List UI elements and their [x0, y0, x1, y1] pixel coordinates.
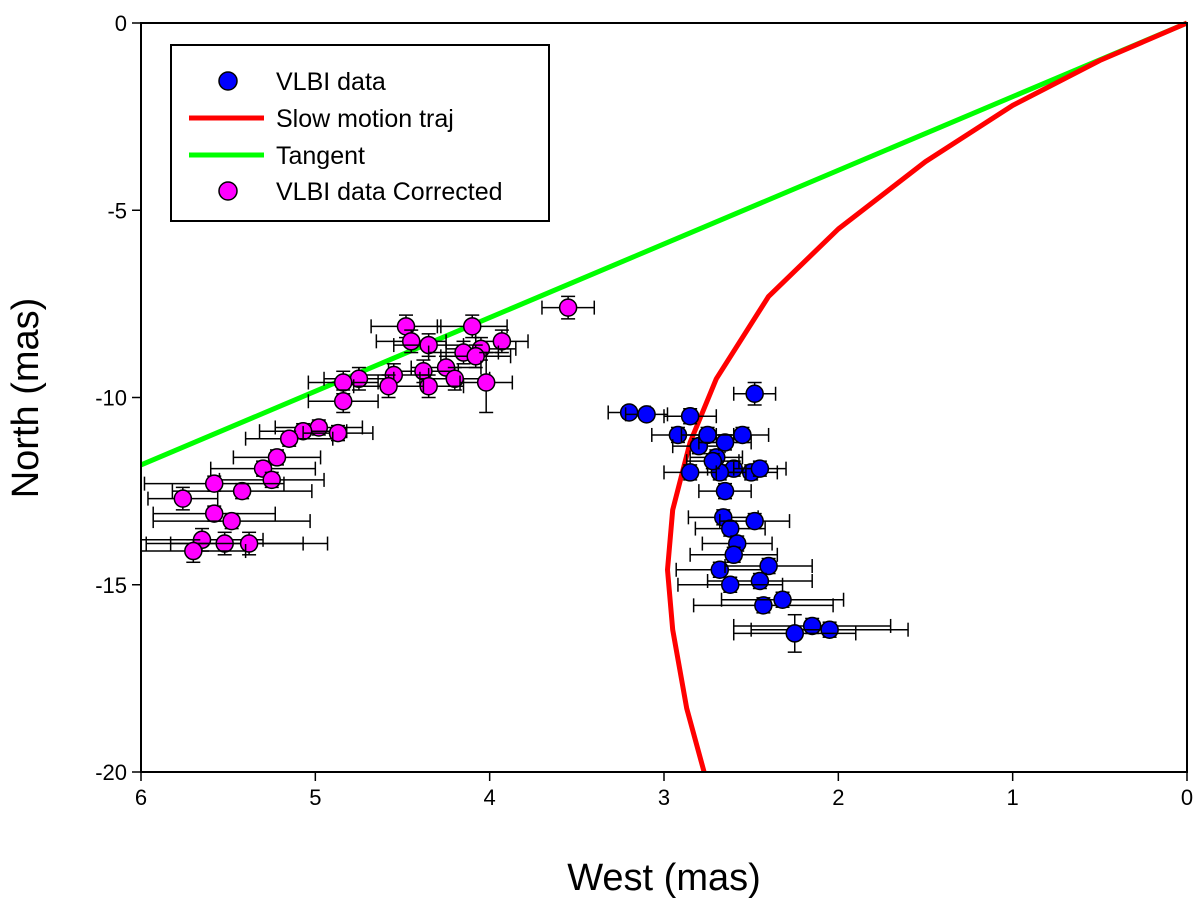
vlbi-data-marker-3	[680, 406, 700, 426]
vlbi-data-corrected-point-0	[541, 295, 596, 320]
series-layer	[140, 20, 1188, 773]
x-tick-label-4: 4	[484, 785, 496, 810]
vlbi-data-corrected-point-27	[143, 474, 285, 493]
x-tick-label-6: 6	[135, 785, 147, 810]
vlbi-data-corrected-marker-29	[204, 504, 224, 523]
vlbi-data-marker-27	[773, 590, 792, 609]
vlbi-data-point-30	[732, 613, 857, 653]
legend-marker-vlbi-data-corrected	[218, 181, 238, 201]
y-tick-label--10: -10	[95, 386, 127, 411]
x-axis-title: West (mas)	[567, 857, 761, 899]
x-tick-label-0: 0	[1181, 785, 1193, 810]
vlbi-data-corrected-point-28	[147, 486, 219, 511]
vlbi-data-marker-21	[724, 545, 743, 565]
vlbi-data-marker-28	[802, 616, 822, 636]
vlbi-data-marker-26	[754, 596, 773, 615]
vlbi-data-point-1	[624, 405, 669, 424]
vlbi-data-marker-15	[680, 463, 700, 482]
vlbi-data-marker-29	[820, 620, 839, 639]
vlbi-data-corrected-marker-17	[379, 377, 398, 396]
y-tick-label--20: -20	[95, 760, 127, 785]
vlbi-data-corrected-marker-23	[267, 448, 287, 467]
legend-label-tangent: Tangent	[276, 142, 365, 170]
vlbi-data-corrected-marker-2	[462, 317, 482, 336]
vlbi-data-point-19	[719, 511, 791, 531]
vlbi-data-corrected-marker-22	[279, 429, 299, 448]
vlbi-data-corrected-marker-13	[445, 369, 465, 389]
x-tick-label-5: 5	[309, 785, 321, 810]
vlbi-data-corrected-marker-21	[328, 423, 348, 443]
vlbi-data-marker-22	[710, 560, 730, 580]
legend-label-vlbi-data: VLBI data	[276, 68, 386, 96]
y-tick-label--5: -5	[107, 198, 127, 223]
vlbi-data-corrected-marker-15	[476, 373, 496, 392]
vlbi-data-corrected-marker-4	[401, 332, 421, 351]
vlbi-data-corrected-point-23	[232, 448, 322, 467]
vlbi-data-corrected-point-21	[302, 423, 374, 443]
vlbi-data-marker-23	[759, 556, 778, 576]
vlbi-data-corrected-marker-27	[204, 474, 224, 493]
vlbi-data-corrected-marker-28	[173, 489, 193, 508]
vlbi-data-corrected-point-14	[307, 370, 379, 395]
vlbi-data-corrected-point-22	[244, 429, 334, 448]
vlbi-data-corrected-point-34	[140, 539, 247, 564]
x-tick-label-3: 3	[658, 785, 670, 810]
legend: VLBI data Slow motion traj Tangent VLBI …	[170, 44, 550, 222]
vlbi-data-corrected-marker-25	[262, 470, 281, 490]
vlbi-data-point-16	[698, 481, 752, 501]
vlbi-data-point-3	[663, 406, 718, 426]
legend-label-vlbi-data-corrected: VLBI data Corrected	[276, 178, 503, 206]
vlbi-data-point-25	[677, 575, 784, 594]
vlbi-data-point-12	[732, 381, 777, 406]
y-tick-label--15: -15	[95, 573, 127, 598]
vlbi-data-point-26	[692, 596, 834, 615]
vlbi-data-point-9	[715, 425, 770, 445]
x-tick-label-1: 1	[1007, 785, 1019, 810]
vlbi-data-marker-19	[745, 511, 764, 531]
vlbi-data-corrected-point-15	[459, 351, 514, 414]
y-axis-title: North (mas)	[5, 298, 47, 499]
vlbi-data-point-11	[732, 459, 787, 478]
vlbi-data-corrected-marker-18	[333, 391, 353, 411]
vlbi-data-marker-1	[637, 405, 656, 424]
vlbi-data-corrected-marker-14	[333, 373, 353, 392]
vlbi-data-marker-30	[785, 624, 804, 643]
vlbi-data-marker-7	[715, 433, 735, 452]
vlbi-data-marker-14	[703, 451, 723, 471]
series-line-tangent	[140, 20, 1188, 468]
vlbi-data-marker-25	[720, 575, 740, 594]
vlbi-data-marker-16	[715, 481, 735, 501]
series-line-slow-motion-traj	[665, 20, 1188, 773]
vlbi-data-marker-18	[720, 519, 740, 538]
vlbi-data-corrected-marker-26	[232, 481, 252, 501]
y-tick-label-0: 0	[115, 11, 127, 36]
vlbi-data-point-21	[689, 545, 779, 565]
vlbi-data-corrected-point-26	[171, 481, 313, 501]
vlbi-data-marker-12	[745, 384, 764, 404]
points-layer	[140, 295, 909, 653]
vlbi-data-marker-9	[733, 425, 752, 445]
vlbi-data-corrected-marker-0	[558, 298, 578, 317]
vlbi-data-point-23	[724, 556, 813, 576]
vlbi-data-corrected-marker-34	[184, 541, 203, 561]
vlbi-data-marker-5	[698, 425, 717, 445]
vlbi-data-corrected-point-2	[436, 314, 508, 339]
vlbi-data-corrected-point-30	[152, 511, 311, 531]
vlbi-data-corrected-marker-33	[239, 534, 259, 553]
vlbi-data-marker-0	[619, 403, 639, 422]
vlbi-data-corrected-point-17	[352, 374, 425, 399]
ticks-layer: 6 5 4 3 2 1 0 0 -5 -10 -15 -20	[95, 11, 1193, 810]
vlbi-data-marker-24	[750, 571, 770, 591]
vlbi-data-point-15	[663, 463, 718, 482]
vlbi-data-corrected-marker-3	[492, 332, 512, 351]
vlbi-data-point-27	[720, 590, 845, 609]
vlbi-data-marker-11	[750, 459, 770, 478]
legend-label-slow-motion-traj: Slow motion traj	[276, 105, 454, 133]
x-tick-label-2: 2	[832, 785, 844, 810]
vlbi-data-corrected-marker-30	[222, 511, 241, 531]
vlbi-data-corrected-point-29	[152, 504, 276, 523]
vlbi-data-corrected-point-18	[307, 389, 379, 414]
legend-marker-vlbi-data	[218, 71, 238, 91]
